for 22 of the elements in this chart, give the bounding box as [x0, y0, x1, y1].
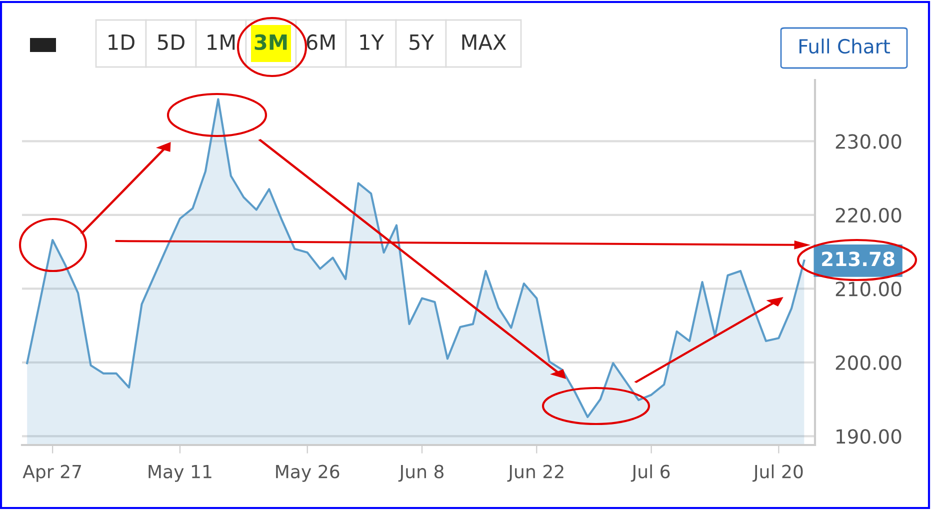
x-tick-label: Jul 6 — [630, 464, 670, 482]
text: 5Y — [410, 34, 434, 50]
y-tick-label: 220.00 — [836, 208, 902, 223]
text: 1M — [208, 34, 235, 50]
text: MAX — [462, 34, 506, 50]
x-tick-label: Apr 27 — [22, 464, 82, 482]
text: 213.78 — [822, 252, 894, 266]
text: 1D — [108, 34, 134, 50]
text: Full Chart — [799, 38, 890, 54]
text: 1Y — [360, 34, 384, 50]
x-tick-label: Jun 22 — [507, 464, 564, 482]
x-tick-label: Jun 8 — [398, 464, 444, 482]
y-tick-label: 230.00 — [836, 134, 902, 149]
text: 6M — [306, 34, 335, 50]
y-tick-label: 210.00 — [836, 282, 902, 296]
x-tick-label: May 26 — [276, 464, 340, 482]
y-tick-label: 190.00 — [836, 429, 902, 444]
x-tick-label: Jul 20 — [752, 464, 803, 482]
text: 3M — [254, 34, 287, 50]
y-tick-label: 200.00 — [836, 355, 902, 370]
text: 5D — [158, 34, 184, 50]
x-tick-label: May 11 — [148, 465, 212, 482]
